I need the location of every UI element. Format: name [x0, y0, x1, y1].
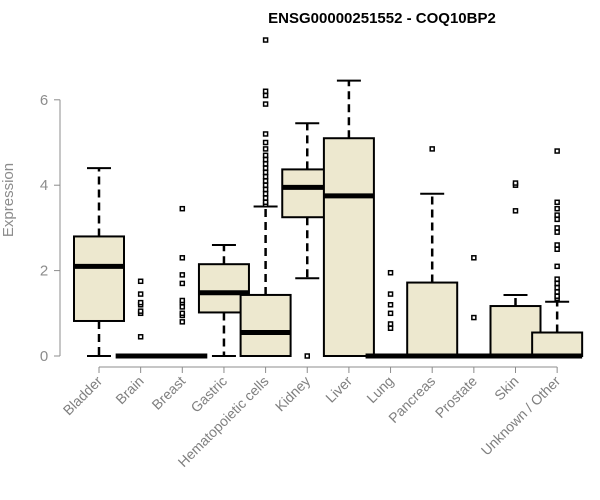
outlier-point [387, 321, 394, 327]
outlier-point [262, 92, 269, 99]
box-hematopoietic-cells [239, 37, 292, 357]
outlier-point [554, 246, 560, 252]
outlier-point [554, 242, 560, 248]
outlier-point [262, 178, 269, 184]
outlier-point [179, 255, 186, 261]
outlier-point [554, 148, 560, 154]
outlier-point [262, 37, 269, 43]
outlier-point [387, 269, 394, 276]
outlier-point [262, 169, 269, 176]
outlier-point [262, 195, 269, 201]
outlier-point [554, 289, 560, 295]
outlier-point [387, 310, 394, 317]
outlier-point [262, 186, 269, 193]
outlier-point [262, 156, 269, 163]
outlier-point [179, 319, 186, 325]
outlier-point [262, 146, 269, 152]
y-tick-label: 2 [40, 263, 48, 280]
outlier-point [179, 280, 186, 287]
chart-title: ENSG00000251552 - COQ10BP2 [268, 10, 496, 27]
box-liver [322, 79, 375, 357]
outlier-point [262, 190, 269, 197]
outlier-point [262, 165, 269, 171]
outlier-point [137, 308, 144, 314]
box-lung [365, 269, 416, 359]
box-pancreas [406, 146, 459, 359]
box-bladder [73, 167, 125, 357]
outlier-point [179, 310, 186, 317]
boxes [73, 37, 584, 359]
outlier-point [137, 291, 144, 297]
outlier-point [137, 299, 144, 306]
outlier-point [554, 293, 560, 299]
outlier-point [554, 212, 560, 218]
outlier-point [262, 161, 269, 167]
outlier-point [262, 199, 269, 206]
box-iqr [322, 137, 375, 357]
outlier-point [471, 255, 477, 261]
outlier-point [262, 182, 269, 188]
outlier-point [554, 280, 560, 287]
outlier-point [554, 216, 560, 223]
x-tick-label: Kidney [272, 373, 314, 415]
box-iqr [73, 235, 125, 322]
x-tick-label: Brain [112, 373, 146, 407]
outlier-point [554, 276, 560, 282]
outlier-point [179, 272, 186, 278]
outlier-point [554, 263, 560, 270]
x-tick-label: Skin [491, 373, 522, 404]
outlier-point [179, 205, 186, 212]
x-tick-label: Unknown / Other [478, 373, 564, 459]
outlier-point [262, 152, 269, 159]
box-iqr [239, 293, 292, 357]
outlier-point [137, 334, 144, 340]
outlier-point [387, 325, 394, 331]
outlier-point [554, 229, 560, 235]
box-breast [157, 205, 208, 359]
y-tick-label: 6 [40, 92, 48, 109]
outlier-point [262, 101, 269, 107]
outlier-point [512, 208, 519, 214]
y-axis-label: Expression [0, 163, 17, 237]
outlier-point [262, 131, 269, 137]
outlier-point [554, 225, 560, 231]
outlier-point [387, 302, 394, 308]
outlier-point [262, 173, 269, 180]
outlier-point [387, 291, 394, 297]
box-unknown-other [531, 148, 584, 359]
outlier-point [179, 297, 186, 304]
y-axis: 0 2 4 6 [40, 92, 61, 365]
x-tick-label: Bladder [60, 373, 106, 419]
x-tick-label: Breast [148, 373, 188, 413]
outlier-point [554, 199, 560, 206]
outlier-point [554, 284, 560, 291]
outlier-point [137, 278, 144, 285]
box-iqr [531, 331, 584, 358]
outlier-point [262, 88, 269, 95]
outlier-point [429, 146, 435, 152]
outlier-point [512, 180, 519, 186]
outlier-point [304, 353, 310, 359]
y-tick-label: 0 [40, 348, 48, 365]
x-tick-label: Prostate [432, 373, 480, 421]
x-tick-label: Liver [322, 373, 355, 406]
outlier-point [179, 304, 186, 310]
box-brain [115, 278, 166, 359]
outlier-point [471, 314, 477, 321]
box-skin [489, 180, 542, 359]
y-tick-label: 4 [40, 177, 48, 194]
outlier-point [262, 139, 269, 146]
outlier-point [554, 205, 560, 212]
x-tick-label: Lung [363, 373, 396, 406]
box-iqr [406, 281, 459, 357]
